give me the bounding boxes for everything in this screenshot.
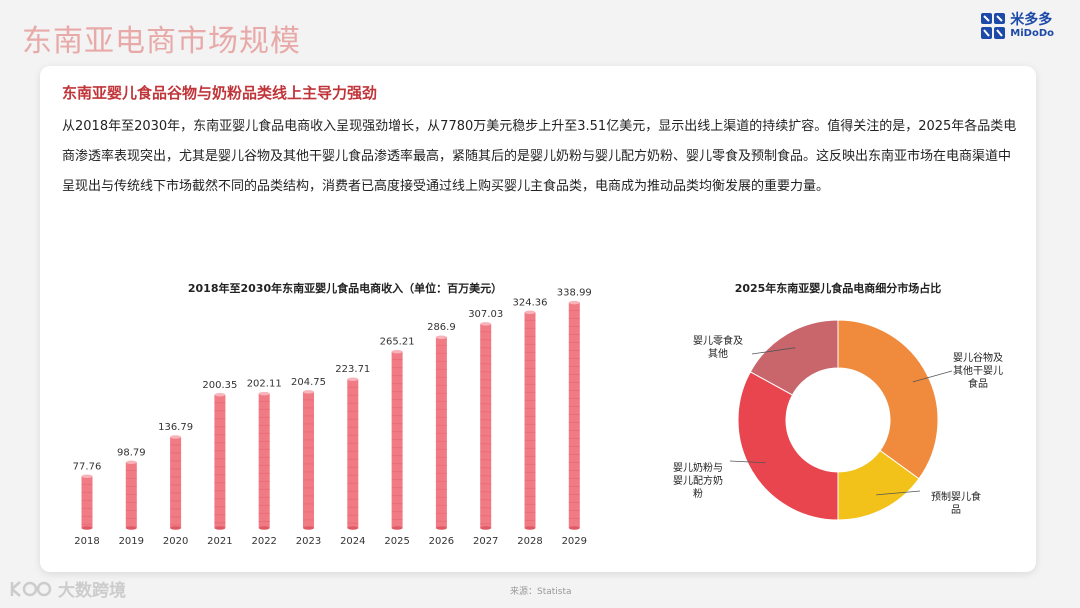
- bar-top-cap: [258, 391, 270, 396]
- logo-text-cn: 米多多: [1010, 12, 1053, 28]
- donut-slice-label: 预制婴儿食品: [931, 490, 981, 516]
- bar-base-cap: [170, 526, 182, 530]
- bar-2026: [435, 335, 447, 530]
- x-tick-label: 2025: [384, 536, 409, 547]
- bar-value-label: 223.71: [335, 364, 370, 375]
- bar-value-label: 307.03: [468, 309, 503, 320]
- bar-2021: [214, 393, 226, 530]
- page-title: 东南亚电商市场规模: [22, 24, 301, 59]
- donut-leader-line: [876, 490, 921, 496]
- x-tick-label: 2021: [207, 536, 232, 547]
- bar-2019: [125, 460, 137, 530]
- bar-value-label: 200.35: [202, 380, 237, 391]
- bar-2020: [170, 435, 182, 530]
- bar-value-label: 324.36: [513, 297, 548, 308]
- donut-slice: [837, 319, 939, 480]
- bar-base-cap: [524, 526, 536, 530]
- donut-slice-label: 婴儿零食及其他: [693, 334, 743, 360]
- logo-mark-icon: [981, 13, 1006, 39]
- x-tick-label: 2020: [163, 536, 188, 547]
- bar-body: [258, 393, 270, 528]
- x-tick-label: 2029: [562, 536, 587, 547]
- bar-top-cap: [347, 377, 359, 381]
- bar-base-cap: [391, 526, 403, 530]
- bar-base-cap: [435, 526, 447, 530]
- x-tick-label: 2026: [429, 536, 454, 547]
- bar-top-cap: [435, 335, 447, 339]
- bar-top-cap: [480, 322, 492, 326]
- donut-slice-label: 婴儿奶粉与婴儿配方奶粉: [673, 461, 723, 500]
- bar-base-cap: [303, 526, 314, 530]
- bar-top-cap: [214, 393, 226, 397]
- bar-value-label: 286.9: [427, 322, 456, 333]
- watermark: 大数跨境: [8, 576, 126, 601]
- bar-2027: [480, 322, 492, 530]
- content-card: 东南亚婴儿食品谷物与奶粉品类线上主导力强劲 从2018年至2030年，东南亚婴儿…: [40, 66, 1036, 597]
- donut-slice: [749, 319, 839, 396]
- bar-top-cap: [391, 349, 403, 354]
- donut-leader-line: [751, 347, 796, 355]
- bar-body: [524, 312, 536, 528]
- bar-body: [480, 323, 492, 528]
- x-tick-label: 2028: [517, 536, 542, 547]
- bar-body: [435, 337, 447, 528]
- bar-top-cap: [81, 474, 93, 479]
- bar-body: [347, 379, 359, 528]
- source-note: 来源：Statista: [510, 587, 572, 597]
- bar-top-cap: [303, 390, 314, 394]
- bar-base-cap: [81, 526, 93, 530]
- bar-2018: [81, 474, 93, 530]
- brand-logo: 米多多 MiDoDo: [980, 12, 1054, 40]
- bar-value-label: 338.99: [557, 288, 592, 299]
- bar-2022: [258, 391, 270, 530]
- bar-value-label: 202.11: [247, 379, 282, 390]
- logo-text-en: MiDoDo: [1010, 28, 1054, 39]
- bar-value-label: 204.75: [291, 377, 326, 388]
- bar-2029: [568, 300, 580, 530]
- x-tick-label: 2023: [296, 536, 321, 547]
- bar-value-label: 265.21: [380, 337, 415, 348]
- bar-base-cap: [258, 526, 270, 530]
- x-tick-label: 2022: [251, 536, 276, 547]
- bar-2025: [391, 349, 403, 530]
- bar-base-cap: [568, 526, 580, 530]
- bar-base-cap: [214, 526, 226, 530]
- bar-value-label: 136.79: [158, 422, 193, 433]
- donut-chart-title: 2025年东南亚婴儿食品电商细分市场占比: [734, 282, 942, 295]
- bar-value-label: 77.76: [73, 461, 102, 472]
- bar-chart: 77.76 2018 98.79 2019 136.79 2020 200.35 2021 20…: [73, 288, 592, 547]
- bar-body: [125, 462, 137, 528]
- x-tick-label: 2018: [74, 536, 99, 547]
- card-paragraph: 从2018年至2030年，东南亚婴儿食品电商收入呈现强劲增长，从7780万美元稳…: [62, 119, 1017, 194]
- x-tick-label: 2024: [340, 536, 365, 547]
- bar-base-cap: [480, 526, 492, 530]
- bar-body: [81, 476, 93, 528]
- x-tick-label: 2027: [473, 536, 498, 547]
- watermark-icon: [10, 580, 52, 597]
- bar-2024: [347, 377, 359, 530]
- bar-body: [568, 302, 580, 528]
- bar-2023: [303, 390, 314, 530]
- bar-chart-title: 2018年至2030年东南亚婴儿食品电商收入（单位：百万美元）: [187, 282, 503, 295]
- bar-top-cap: [524, 310, 536, 315]
- donut-slice-label: 婴儿谷物及其他干婴儿食品: [953, 351, 1003, 390]
- bar-body: [170, 437, 182, 528]
- bar-value-label: 98.79: [117, 447, 146, 458]
- bar-body: [303, 391, 314, 528]
- bar-top-cap: [568, 300, 580, 305]
- bar-2028: [524, 310, 536, 530]
- bar-top-cap: [125, 460, 137, 465]
- bar-base-cap: [125, 526, 137, 530]
- watermark-text: 大数跨境: [58, 581, 126, 601]
- donut-leader-line: [912, 370, 953, 383]
- bar-body: [214, 394, 226, 528]
- donut-slice: [737, 371, 839, 521]
- bar-top-cap: [170, 435, 182, 439]
- donut-leader-line: [729, 460, 766, 464]
- x-tick-label: 2019: [119, 536, 144, 547]
- card-heading: 东南亚婴儿食品谷物与奶粉品类线上主导力强劲: [62, 84, 378, 102]
- bar-base-cap: [347, 526, 359, 530]
